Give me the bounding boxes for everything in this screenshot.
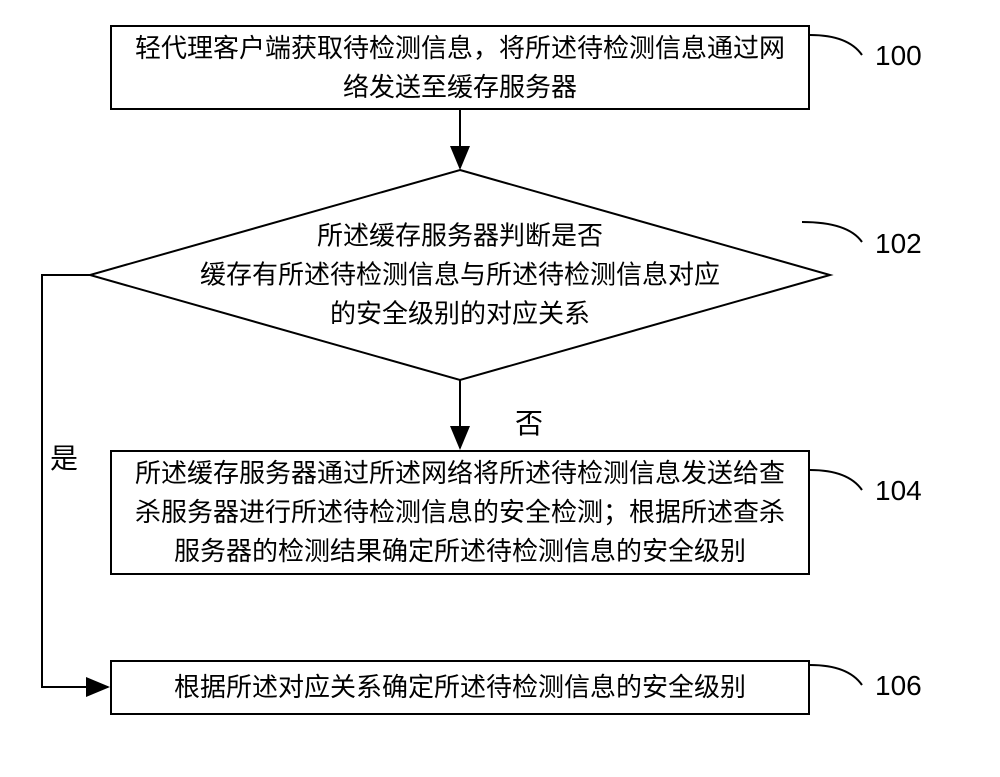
- callout-106: [810, 665, 862, 685]
- process-text-104: 所述缓存服务器通过所述网络将所述待检测信息发送给查杀服务器进行所述待检测信息的安…: [124, 454, 796, 571]
- process-text-100: 轻代理客户端获取待检测信息，将所述待检测信息通过网络发送至缓存服务器: [124, 29, 796, 107]
- decision-box-102: 所述缓存服务器判断是否 缓存有所述待检测信息与所述待检测信息对应 的安全级别的对…: [90, 170, 830, 380]
- branch-label-yes: 是: [50, 445, 78, 473]
- process-box-106: 根据所述对应关系确定所述待检测信息的安全级别: [110, 660, 810, 715]
- step-number-106: 106: [875, 670, 922, 702]
- callout-104: [810, 470, 862, 490]
- step-number-102: 102: [875, 228, 922, 260]
- step-number-100: 100: [875, 40, 922, 72]
- process-box-104: 所述缓存服务器通过所述网络将所述待检测信息发送给查杀服务器进行所述待检测信息的安…: [110, 450, 810, 575]
- branch-label-no: 否: [515, 410, 543, 438]
- flowchart-canvas: 轻代理客户端获取待检测信息，将所述待检测信息通过网络发送至缓存服务器 所述缓存服…: [0, 0, 1000, 777]
- process-text-106: 根据所述对应关系确定所述待检测信息的安全级别: [174, 668, 746, 707]
- process-box-100: 轻代理客户端获取待检测信息，将所述待检测信息通过网络发送至缓存服务器: [110, 25, 810, 110]
- callout-100: [810, 35, 862, 55]
- step-number-104: 104: [875, 475, 922, 507]
- decision-text-102: 所述缓存服务器判断是否 缓存有所述待检测信息与所述待检测信息对应 的安全级别的对…: [90, 217, 830, 334]
